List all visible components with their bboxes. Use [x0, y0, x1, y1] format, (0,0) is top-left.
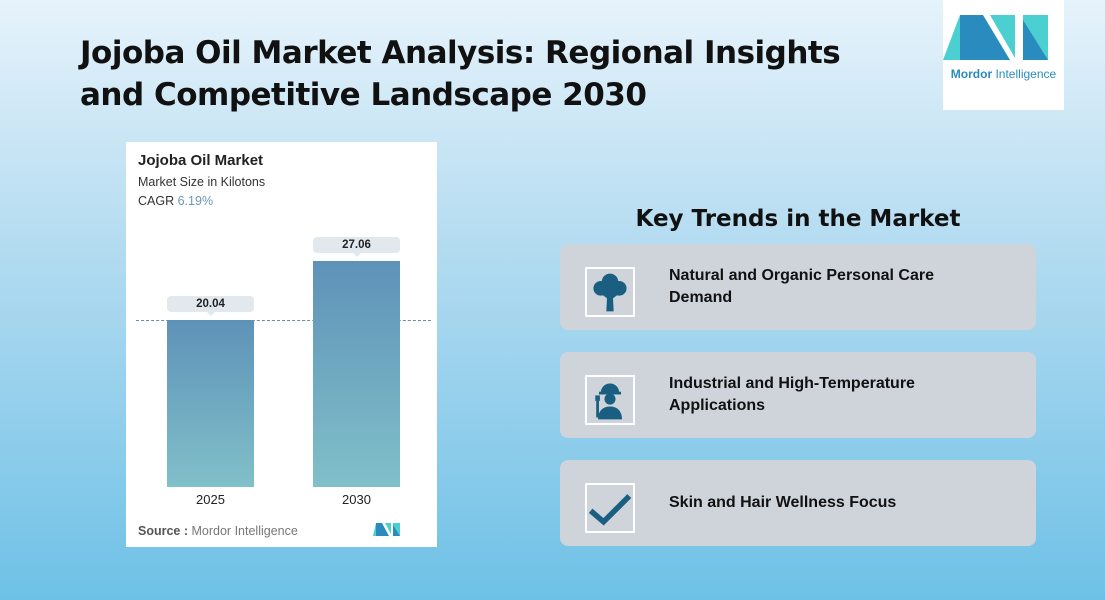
data-label: 20.04 — [167, 295, 254, 316]
data-label: 27.06 — [313, 237, 400, 257]
chart-title: Jojoba Oil Market — [138, 152, 264, 169]
trend-card: Skin and Hair Wellness Focus — [560, 460, 1036, 546]
trend-label: Industrial and High-Temperature Applicat… — [669, 375, 915, 414]
reference-line — [136, 319, 431, 321]
bar-2025 — [167, 319, 254, 487]
logo-mark-icon — [943, 15, 1048, 60]
x-tick-label: 2030 — [342, 492, 371, 507]
mordor-logo: Mordor Intelligence — [943, 0, 1064, 110]
trend-card: Industrial and High-Temperature Applicat… — [560, 352, 1036, 438]
trends-heading: Key Trends in the Market — [635, 206, 961, 232]
tree-icon — [585, 267, 635, 317]
chart-panel: Jojoba Oil Market Market Size in Kiloton… — [126, 142, 437, 547]
bar-2030 — [313, 261, 400, 487]
source-logo-icon — [373, 523, 400, 536]
page-title: Jojoba Oil Market Analysis: Regional Ins… — [80, 35, 841, 113]
chart-subtitle: Market Size in Kilotons — [138, 175, 266, 189]
source: Source : Mordor Intelligence — [138, 524, 298, 538]
worker-plug-icon — [585, 375, 635, 425]
cagr: CAGR 6.19% — [138, 194, 214, 208]
logo-text: Mordor Intelligence — [950, 67, 1057, 81]
trend-label: Skin and Hair Wellness Focus — [669, 494, 897, 511]
checkmark-icon — [585, 483, 635, 533]
trend-card: Natural and Organic Personal Care Demand — [560, 244, 1036, 330]
x-tick-label: 2025 — [196, 492, 225, 507]
trend-label: Natural and Organic Personal Care Demand — [669, 267, 934, 306]
